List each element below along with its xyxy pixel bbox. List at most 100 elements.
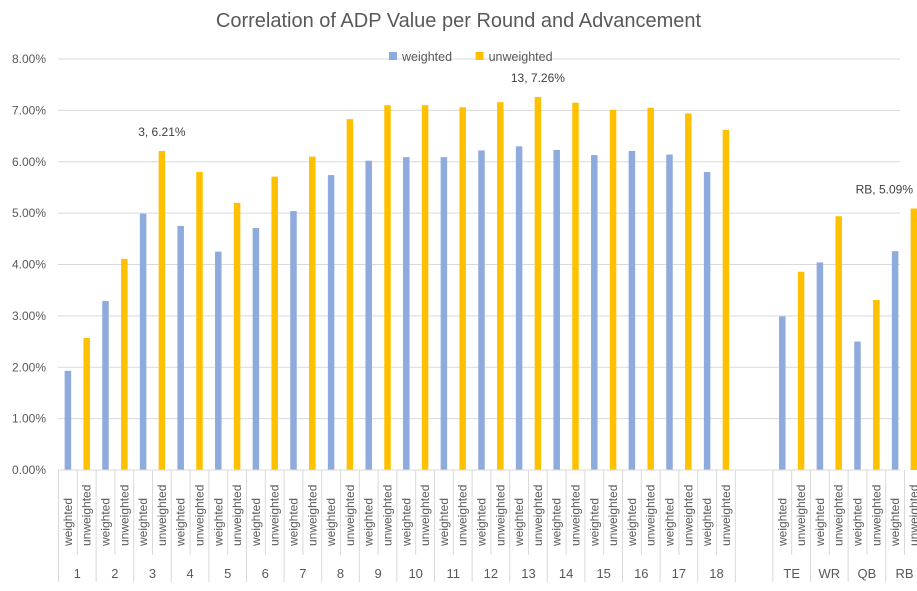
x-sub-label: unweighted [230, 485, 244, 546]
x-sub-label: weighted [700, 498, 714, 547]
bar-weighted [666, 154, 673, 470]
y-tick-label: 7.00% [12, 103, 46, 117]
x-sub-label: unweighted [493, 485, 507, 546]
bar-weighted [854, 341, 861, 470]
bar-weighted [515, 146, 523, 470]
x-sub-label: weighted [663, 498, 677, 547]
y-tick-label: 2.00% [12, 360, 46, 374]
y-tick-label: 6.00% [12, 155, 46, 169]
bar-unweighted [910, 208, 917, 470]
x-sub-label: weighted [813, 498, 827, 547]
x-sub-label: unweighted [531, 485, 545, 546]
bar-unweighted [797, 271, 805, 470]
bar-unweighted [309, 156, 316, 471]
bar-weighted [591, 155, 598, 471]
bar-unweighted [609, 109, 617, 470]
x-sub-label: weighted [362, 498, 376, 547]
x-sub-label: unweighted [794, 485, 808, 546]
x-group-label: 15 [596, 566, 610, 581]
bar-weighted [102, 300, 109, 470]
x-sub-label: weighted [475, 498, 489, 547]
legend-swatch [475, 52, 484, 60]
x-group-label: 9 [374, 566, 381, 581]
x-sub-label: unweighted [644, 485, 658, 546]
bar-weighted [290, 211, 297, 470]
legend-label: weighted [401, 50, 452, 64]
x-group-label: 7 [299, 566, 306, 581]
x-sub-label: unweighted [832, 485, 846, 546]
x-sub-label: weighted [136, 498, 150, 547]
bar-weighted [553, 149, 560, 470]
x-sub-label: unweighted [418, 485, 432, 546]
data-label: 13, 7.26% [511, 71, 565, 85]
x-sub-label: weighted [324, 498, 338, 547]
x-sub-label: weighted [174, 498, 188, 547]
bar-weighted [440, 157, 448, 470]
x-sub-label: weighted [287, 498, 301, 547]
x-sub-label: weighted [99, 498, 113, 547]
x-sub-label: weighted [399, 498, 413, 547]
bar-unweighted [233, 202, 241, 470]
bar-weighted [891, 251, 899, 470]
x-group-label: 2 [111, 566, 118, 581]
bar-weighted [327, 175, 335, 471]
x-group-label: QB [858, 566, 877, 581]
x-group-label: RB [895, 566, 913, 581]
x-group-label: 13 [521, 566, 535, 581]
bar-unweighted [647, 107, 654, 471]
x-sub-label: unweighted [268, 485, 282, 546]
bar-weighted [628, 150, 636, 470]
bar-unweighted [722, 129, 730, 470]
x-sub-label: weighted [775, 498, 789, 547]
bar-unweighted [835, 216, 842, 470]
x-group-label: 10 [408, 566, 422, 581]
bar-unweighted [534, 97, 542, 470]
bar-unweighted [158, 150, 166, 470]
x-sub-label: unweighted [80, 485, 94, 546]
bar-unweighted [271, 176, 278, 470]
y-tick-label: 8.00% [12, 52, 46, 66]
x-sub-label: unweighted [155, 485, 169, 546]
bar-weighted [779, 316, 786, 470]
x-sub-label: unweighted [456, 485, 470, 546]
x-group-label: 16 [634, 566, 648, 581]
x-sub-label: unweighted [869, 485, 883, 546]
x-sub-label: unweighted [117, 485, 131, 546]
x-sub-label: weighted [888, 498, 902, 547]
x-group-label: 4 [186, 566, 193, 581]
x-group-label: TE [783, 566, 800, 581]
bar-unweighted [346, 119, 354, 470]
bar-unweighted [421, 105, 429, 471]
x-sub-label: weighted [625, 498, 639, 547]
x-sub-label: unweighted [343, 485, 357, 546]
bar-weighted [703, 172, 711, 470]
bar-weighted [252, 228, 260, 470]
bar-unweighted [685, 113, 692, 471]
x-group-label: 3 [149, 566, 156, 581]
bar-unweighted [572, 102, 579, 470]
bar-unweighted [459, 107, 466, 470]
bar-unweighted [121, 258, 128, 470]
bar-weighted [139, 213, 147, 471]
x-sub-label: unweighted [381, 485, 395, 546]
x-group-label: 14 [559, 566, 573, 581]
x-group-label: 17 [672, 566, 686, 581]
bar-unweighted [873, 299, 880, 470]
x-sub-label: unweighted [305, 485, 319, 546]
x-sub-label: unweighted [681, 485, 695, 546]
x-sub-label: weighted [587, 498, 601, 547]
data-label: 3, 6.21% [138, 125, 186, 139]
x-sub-label: weighted [211, 498, 225, 547]
y-tick-label: 5.00% [12, 206, 46, 220]
y-tick-label: 4.00% [12, 258, 46, 272]
bar-unweighted [497, 102, 504, 470]
bar-unweighted [384, 105, 391, 471]
chart-title: Correlation of ADP Value per Round and A… [215, 10, 702, 32]
legend-swatch [389, 52, 397, 60]
x-sub-label: weighted [550, 498, 564, 547]
x-group-label: 18 [709, 566, 723, 581]
x-group-label: 5 [224, 566, 231, 581]
bar-unweighted [83, 337, 90, 470]
bar-unweighted [196, 172, 203, 470]
